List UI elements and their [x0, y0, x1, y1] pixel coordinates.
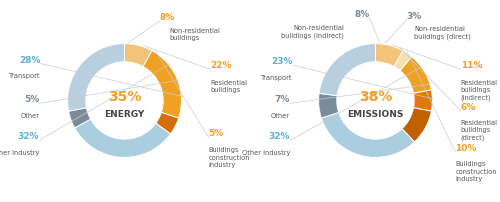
Wedge shape	[156, 113, 178, 134]
Wedge shape	[414, 90, 432, 112]
Text: 32%: 32%	[268, 132, 290, 141]
Text: 28%: 28%	[19, 55, 40, 64]
Wedge shape	[322, 113, 414, 158]
Text: 32%: 32%	[18, 132, 39, 141]
Wedge shape	[400, 57, 432, 94]
Text: Transport: Transport	[262, 74, 293, 80]
Wedge shape	[318, 94, 338, 119]
Text: Other industry: Other industry	[242, 149, 290, 155]
Text: Buildings
construction
industry: Buildings construction industry	[455, 160, 496, 181]
Text: Other: Other	[20, 112, 39, 118]
Text: Other Industry: Other Industry	[0, 149, 39, 155]
Wedge shape	[74, 120, 170, 158]
Text: 6%: 6%	[461, 102, 476, 111]
Text: Buildings
construction
industry: Buildings construction industry	[208, 146, 250, 167]
Text: Residential
buildings
(indirect): Residential buildings (indirect)	[461, 79, 498, 101]
Wedge shape	[143, 51, 182, 119]
Text: 11%: 11%	[461, 61, 482, 70]
Wedge shape	[68, 44, 124, 112]
Wedge shape	[68, 108, 90, 128]
Text: 8%: 8%	[160, 13, 175, 22]
Wedge shape	[402, 108, 432, 142]
Text: Non-residential
buildings: Non-residential buildings	[169, 27, 220, 41]
Text: Residential
buildings: Residential buildings	[210, 79, 247, 93]
Text: 8%: 8%	[354, 10, 370, 19]
Text: ENERGY: ENERGY	[104, 109, 144, 118]
Text: 5%: 5%	[208, 129, 224, 138]
Text: 38%: 38%	[359, 89, 392, 103]
Wedge shape	[319, 44, 376, 96]
Wedge shape	[124, 44, 152, 67]
Wedge shape	[376, 44, 403, 67]
Text: EMISSIONS: EMISSIONS	[348, 109, 404, 118]
Text: Non-residential
buildings (direct): Non-residential buildings (direct)	[414, 26, 471, 40]
Text: 3%: 3%	[407, 12, 422, 21]
Text: 5%: 5%	[24, 95, 39, 104]
Text: Transport: Transport	[9, 73, 40, 79]
Text: 35%: 35%	[108, 89, 141, 103]
Text: 22%: 22%	[210, 61, 232, 70]
Text: 23%: 23%	[272, 57, 293, 66]
Text: 7%: 7%	[274, 95, 290, 104]
Wedge shape	[394, 51, 412, 71]
Text: Other: Other	[271, 112, 290, 118]
Text: Non-residential
buildings (indirect): Non-residential buildings (indirect)	[282, 25, 344, 38]
Text: Residential
buildings
(direct): Residential buildings (direct)	[461, 119, 498, 141]
Text: 10%: 10%	[455, 143, 476, 152]
